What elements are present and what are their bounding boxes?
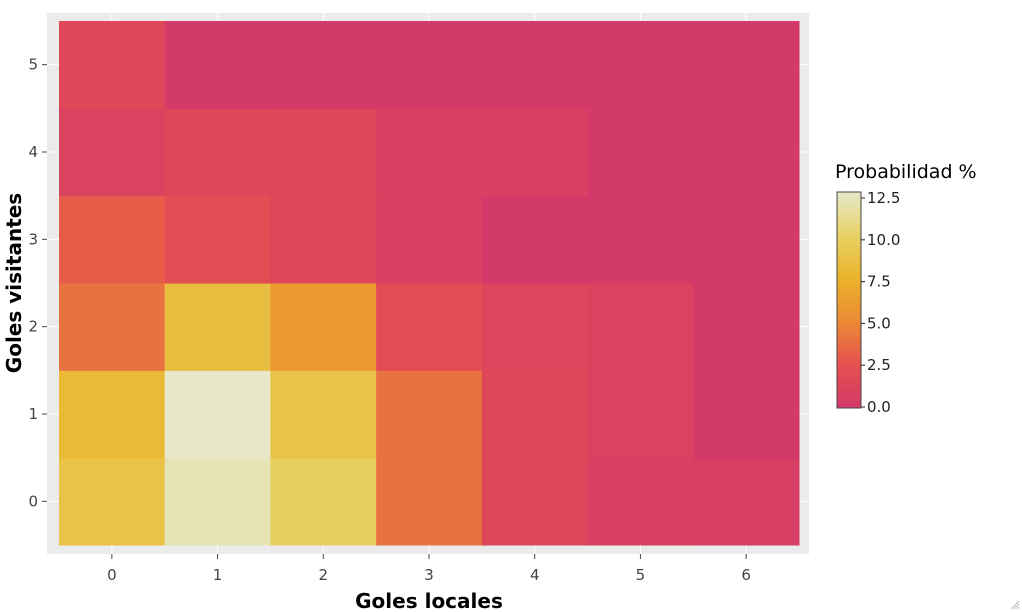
colorbar-tick-label: 12.5 bbox=[867, 189, 900, 207]
x-tick-label: 0 bbox=[107, 566, 117, 584]
y-tick-label: 4 bbox=[28, 143, 38, 161]
heatmap-cell[interactable] bbox=[376, 370, 483, 459]
x-tick-label: 3 bbox=[424, 566, 434, 584]
heatmap-cell[interactable] bbox=[59, 283, 166, 371]
heatmap-cell[interactable] bbox=[376, 457, 483, 546]
x-tick-label: 5 bbox=[636, 566, 646, 584]
colorbar-title: Probabilidad % bbox=[835, 161, 977, 183]
heatmap-cell[interactable] bbox=[481, 283, 589, 371]
y-axis-title: Goles visitantes bbox=[2, 193, 26, 373]
heatmap-cell[interactable] bbox=[270, 21, 377, 109]
heatmap-cell[interactable] bbox=[481, 21, 589, 109]
heatmap-cell[interactable] bbox=[587, 283, 694, 371]
heatmap-cell[interactable] bbox=[481, 195, 589, 284]
heatmap-cell[interactable] bbox=[59, 370, 166, 459]
heatmap-cell[interactable] bbox=[376, 283, 483, 371]
heatmap-cells bbox=[47, 13, 809, 554]
x-axis-ticks: 0 1 2 3 4 5 6 bbox=[107, 554, 751, 584]
colorbar-tick-label: 0.0 bbox=[867, 398, 891, 416]
heatmap-cell[interactable] bbox=[587, 108, 694, 197]
heatmap-cell[interactable] bbox=[59, 108, 166, 197]
heatmap-cell[interactable] bbox=[164, 21, 271, 109]
heatmap-cell[interactable] bbox=[376, 21, 483, 109]
heatmap-cell[interactable] bbox=[587, 370, 694, 459]
heatmap-cell[interactable] bbox=[587, 195, 694, 284]
y-tick-label: 3 bbox=[28, 230, 38, 248]
heatmap-cell[interactable] bbox=[270, 108, 377, 197]
heatmap-cell[interactable] bbox=[164, 195, 271, 284]
heatmap-cell[interactable] bbox=[587, 457, 694, 546]
heatmap-cell[interactable] bbox=[164, 283, 271, 371]
heatmap-cell[interactable] bbox=[270, 370, 377, 459]
heatmap-cell[interactable] bbox=[164, 370, 271, 459]
y-axis-ticks: 0 1 2 3 4 5 bbox=[28, 56, 47, 510]
colorbar-tick-label: 5.0 bbox=[867, 314, 891, 332]
heatmap-cell[interactable] bbox=[376, 108, 483, 197]
heatmap-cell[interactable] bbox=[164, 457, 271, 546]
y-tick-label: 0 bbox=[28, 492, 38, 510]
heatmap-cell[interactable] bbox=[164, 108, 271, 197]
heatmap-cell[interactable] bbox=[693, 457, 800, 546]
heatmap-cell[interactable] bbox=[693, 283, 800, 371]
heatmap-cell[interactable] bbox=[270, 457, 377, 546]
colorbar-tick-label: 7.5 bbox=[867, 273, 891, 291]
y-tick-label: 1 bbox=[28, 405, 38, 423]
heatmap-cell[interactable] bbox=[693, 370, 800, 459]
heatmap-cell[interactable] bbox=[481, 108, 589, 197]
heatmap-cell[interactable] bbox=[59, 21, 166, 109]
heatmap-cell[interactable] bbox=[59, 195, 166, 284]
heatmap-cell[interactable] bbox=[693, 108, 800, 197]
colorbar-ticks: 0.0 2.5 5.0 7.5 10.0 12.5 bbox=[861, 189, 900, 416]
heatmap-cell[interactable] bbox=[693, 195, 800, 284]
colorbar bbox=[836, 191, 862, 409]
colorbar-tick-label: 2.5 bbox=[867, 356, 891, 374]
heatmap-cell[interactable] bbox=[270, 283, 377, 371]
heatmap-cell[interactable] bbox=[481, 370, 589, 459]
heatmap-cell[interactable] bbox=[481, 457, 589, 546]
resize-grip-icon[interactable] bbox=[1010, 600, 1020, 610]
y-tick-label: 5 bbox=[28, 56, 38, 74]
colorbar-legend: Probabilidad % 0.0 2.5 5.0 7.5 10.0 12.5 bbox=[835, 161, 977, 416]
x-tick-label: 6 bbox=[741, 566, 751, 584]
x-tick-label: 1 bbox=[213, 566, 223, 584]
heatmap-cell[interactable] bbox=[59, 457, 166, 546]
x-tick-label: 4 bbox=[530, 566, 540, 584]
heatmap-cell[interactable] bbox=[693, 21, 800, 109]
heatmap-cell[interactable] bbox=[270, 195, 377, 284]
x-axis-title: Goles locales bbox=[355, 589, 503, 612]
x-tick-label: 2 bbox=[319, 566, 329, 584]
colorbar-tick-label: 10.0 bbox=[867, 231, 900, 249]
y-tick-label: 2 bbox=[28, 318, 38, 336]
heatmap-cell[interactable] bbox=[376, 195, 483, 284]
heatmap-cell[interactable] bbox=[587, 21, 694, 109]
